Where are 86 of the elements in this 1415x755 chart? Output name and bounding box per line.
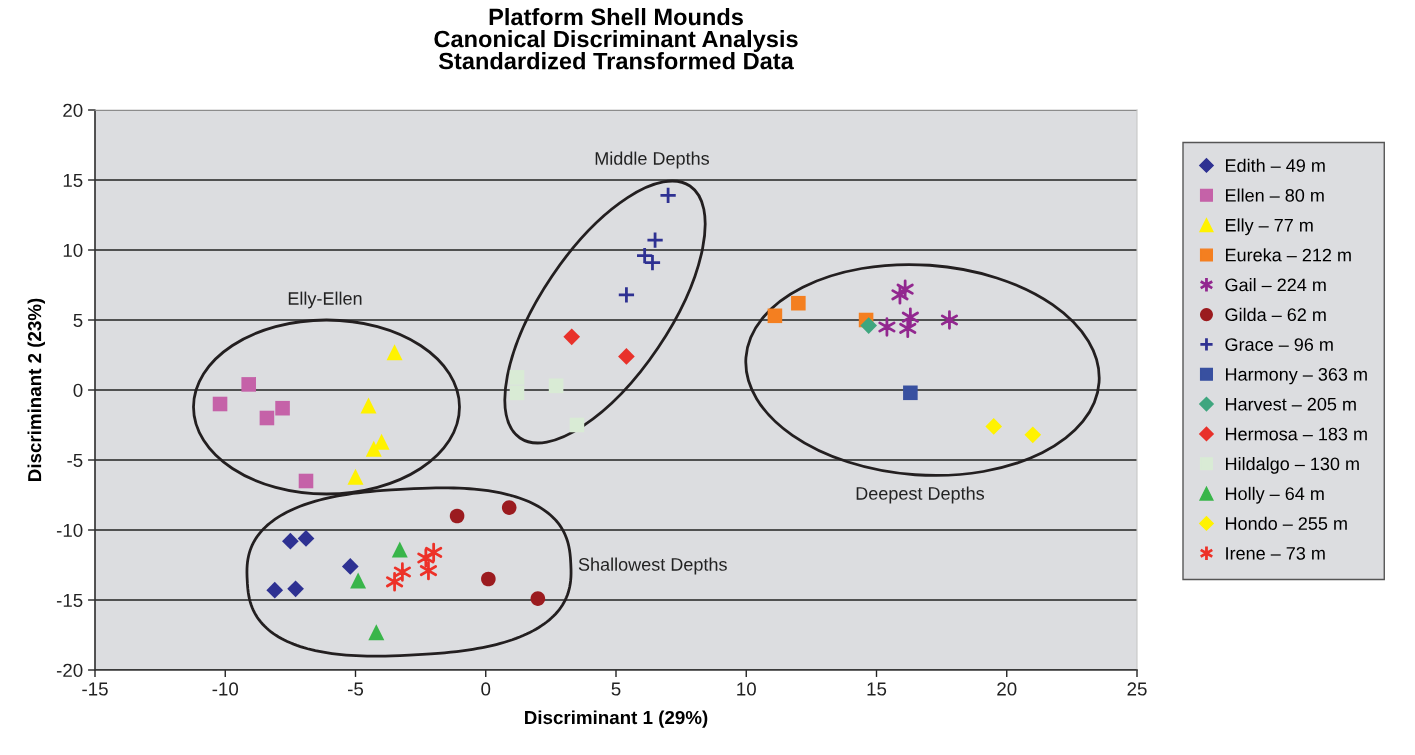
- annotation: Elly-Ellen: [288, 291, 362, 309]
- point: [419, 560, 438, 581]
- point: [266, 581, 284, 599]
- legend-label: Eureka – 212 m: [1226, 248, 1351, 262]
- point: [791, 295, 806, 311]
- point: [275, 400, 290, 416]
- point: [350, 572, 367, 589]
- point: [1024, 426, 1042, 444]
- legend-label: Irene – 73 m: [1226, 546, 1325, 560]
- point: [391, 541, 408, 558]
- point: [617, 285, 636, 304]
- point: [241, 377, 256, 392]
- point: [368, 624, 385, 641]
- point: [287, 580, 304, 598]
- point: [940, 310, 959, 330]
- point: [563, 328, 581, 346]
- point: [903, 385, 918, 401]
- legend-label: Ellen – 80 m: [1226, 188, 1324, 202]
- point: [297, 530, 315, 547]
- legend-label: Harmony – 363 m: [1226, 367, 1367, 385]
- point: [509, 370, 525, 385]
- point: [643, 253, 662, 272]
- x-tick-label: 20: [997, 682, 1017, 696]
- y-tick-label: 15: [63, 173, 83, 187]
- y-tick-label: -20: [56, 663, 83, 677]
- point: [385, 572, 404, 592]
- point: [341, 558, 359, 575]
- point: [896, 279, 914, 299]
- point: [569, 417, 585, 433]
- point: [393, 562, 411, 582]
- point: [282, 532, 299, 550]
- point: [635, 246, 654, 265]
- y-tick-label: 0: [73, 383, 83, 397]
- point: [646, 231, 665, 250]
- legend-label: Holly – 64 m: [1226, 486, 1324, 504]
- legend-label: Gail – 224 m: [1225, 278, 1326, 292]
- x-tick-label: 5: [611, 682, 621, 696]
- legend-label: Elly – 77 m: [1226, 218, 1313, 236]
- point: [985, 418, 1003, 435]
- x-tick-label: 15: [867, 682, 887, 696]
- legend-label: Hondo – 255 m: [1226, 516, 1347, 530]
- legend-label: Hildalgo – 130 m: [1226, 456, 1359, 474]
- x-tick-label: 10: [737, 682, 756, 696]
- point: [212, 396, 228, 412]
- point: [659, 186, 678, 205]
- x-tick-label: -5: [348, 682, 364, 696]
- x-tick-label: 0: [481, 682, 491, 696]
- point: [298, 473, 314, 489]
- point: [509, 385, 525, 401]
- point: [618, 348, 635, 365]
- y-tick-label: 10: [63, 243, 83, 257]
- point: [530, 591, 546, 606]
- legend-label: Edith – 49 m: [1226, 158, 1325, 172]
- point: [878, 317, 896, 337]
- legend-label: Grace – 96 m: [1225, 338, 1333, 351]
- point: [259, 410, 275, 426]
- y-tick-label: -5: [67, 453, 83, 467]
- point: [417, 548, 435, 568]
- annotation: Deepest Depths: [856, 486, 985, 504]
- y-axis-title: Discriminant 2 (23%): [27, 298, 45, 481]
- point: [860, 317, 878, 334]
- y-tick-label: -15: [56, 593, 83, 607]
- point: [767, 308, 783, 324]
- point: [386, 344, 403, 361]
- point: [548, 378, 564, 394]
- point: [501, 500, 517, 515]
- y-tick-label: 5: [73, 313, 83, 327]
- legend-label: Hermosa – 183 m: [1226, 427, 1367, 441]
- x-axis-title: Discriminant 1 (29%): [525, 710, 708, 728]
- point: [899, 318, 917, 339]
- x-tick-label: -10: [212, 682, 239, 696]
- point: [360, 397, 377, 414]
- x-tick-label: -15: [82, 682, 108, 696]
- point: [481, 571, 496, 587]
- legend-label: Harvest – 205 m: [1226, 397, 1356, 411]
- legend-label: Gilda – 62 m: [1225, 307, 1326, 322]
- point: [901, 307, 919, 327]
- annotation: Shallowest Depths: [578, 557, 727, 575]
- chart-title: Platform Shell Mounds Canonical Discriminant Analysis Standardized Transformed Data: [434, 8, 798, 70]
- point: [365, 440, 382, 457]
- point: [347, 468, 364, 485]
- y-tick-label: 20: [63, 103, 83, 117]
- annotation: Middle Depths: [595, 151, 710, 169]
- y-tick-label: -10: [56, 523, 83, 537]
- x-tick-label: 25: [1127, 682, 1147, 696]
- point: [449, 508, 465, 524]
